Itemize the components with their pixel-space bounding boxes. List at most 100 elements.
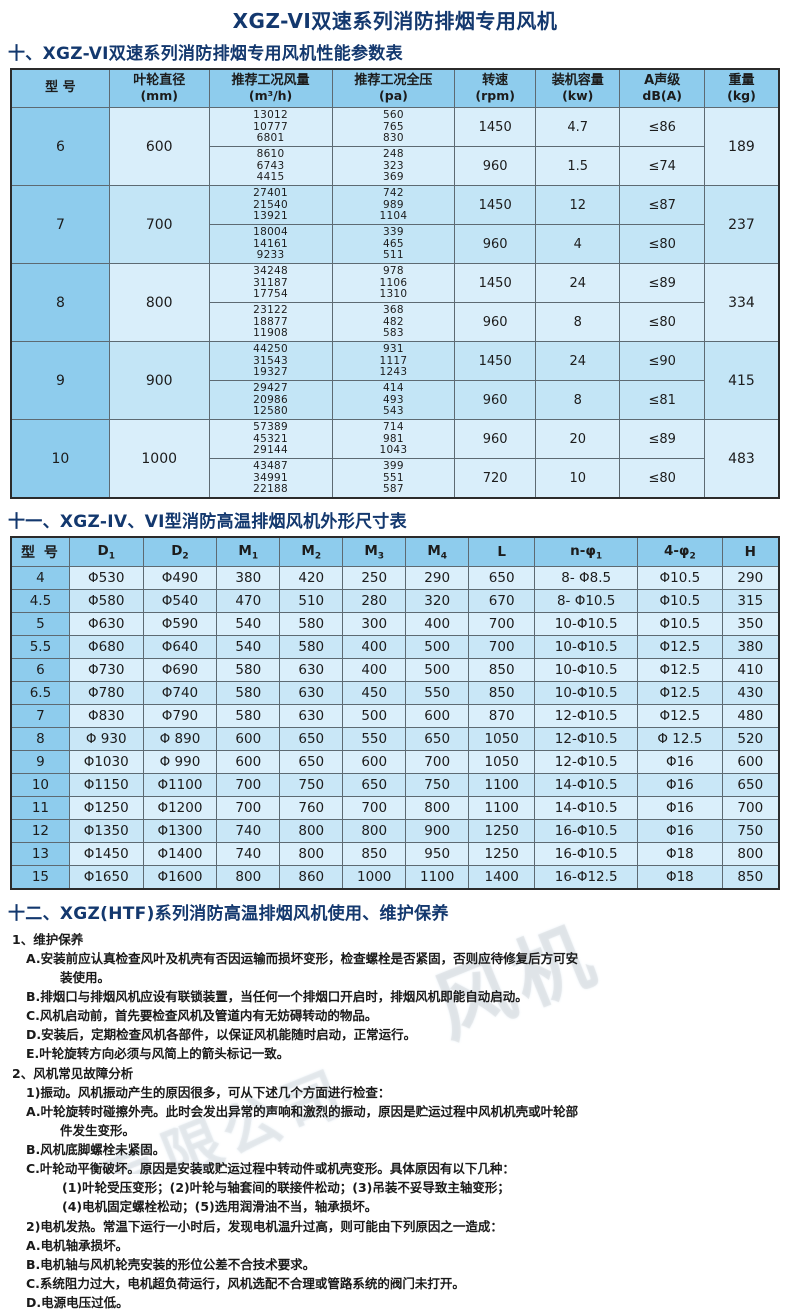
cell-4phi2: Φ18 xyxy=(637,842,723,867)
cell-m3: 1000 xyxy=(342,865,407,890)
table-row: 11 Φ1250 Φ1200 700 760 700 800 1100 14-Φ10.5 Φ16 7… xyxy=(10,796,780,821)
cell-m4: 500 xyxy=(405,635,470,660)
cell-d1: Φ630 xyxy=(68,612,144,637)
table-row: 13 Φ1450 Φ1400 740 800 850 950 1250 16-Φ10.5 Φ18 8… xyxy=(10,842,780,867)
col-header-weight: 重量 (kg) xyxy=(703,68,780,109)
table-row: 43487 34991 22188 399 551 587 720 10 ≤80 xyxy=(11,458,779,499)
document-title: XGZ-VI双速系列消防排烟专用风机 xyxy=(232,9,558,33)
col-header-d2: D2 xyxy=(142,536,218,568)
maintenance-line: A.电机轴承损坏。 xyxy=(26,1237,129,1253)
cell-noise: ≤89 xyxy=(619,263,705,304)
table-row: 10 Φ1150 Φ1100 700 750 650 750 1100 14-Φ10.5 Φ16 6… xyxy=(10,773,780,798)
col-header-m3: M3 xyxy=(342,536,407,568)
cell-m2: 580 xyxy=(279,612,344,637)
cell-nphi1: 14-Φ10.5 xyxy=(534,796,639,821)
cell-model: 8 xyxy=(10,727,70,752)
cell-m1: 580 xyxy=(216,704,281,729)
maintenance-line: C.风机启动前，首先要检查风机及管道内有无妨碍转动的物品。 xyxy=(26,1008,378,1024)
cell-pressure: 742 989 1104 xyxy=(331,185,456,226)
cell-d1: Φ680 xyxy=(68,635,144,660)
cell-power: 24 xyxy=(534,341,621,382)
cell-weight: 237 xyxy=(703,185,780,265)
cell-flow: 23122 18877 11908 xyxy=(208,302,333,343)
cell-l: 850 xyxy=(468,658,536,683)
cell-d1: Φ580 xyxy=(68,589,144,614)
table-header-row: 型 号 叶轮直径 (mm) 推荐工况风量 (m³/h) 推荐工况全压 (pa) … xyxy=(10,68,780,109)
cell-m4: 400 xyxy=(405,612,470,637)
cell-weight: 334 xyxy=(703,263,780,343)
cell-m1: 580 xyxy=(216,658,281,683)
cell-4phi2: Φ12.5 xyxy=(637,681,723,706)
cell-l: 650 xyxy=(468,566,536,591)
cell-d1: Φ1150 xyxy=(68,773,144,798)
cell-rpm: 1450 xyxy=(454,263,536,304)
table-row: 4 Φ530 Φ490 380 420 250 290 650 8- Φ8.5 Φ10.5 290 xyxy=(10,566,780,591)
cell-h: 350 xyxy=(721,612,780,637)
table-row: 5.5 Φ680 Φ640 540 580 400 500 700 10-Φ10.5 Φ12.5 3… xyxy=(10,635,780,660)
cell-4phi2: Φ10.5 xyxy=(637,566,723,591)
cell-diameter: 1000 xyxy=(108,419,210,499)
cell-model: 8 xyxy=(10,263,110,343)
cell-m4: 1100 xyxy=(405,865,470,890)
cell-d2: Φ590 xyxy=(142,612,218,637)
cell-4phi2: Φ16 xyxy=(637,750,723,775)
col-header-rpm: 转速 (rpm) xyxy=(454,68,536,109)
cell-nphi1: 10-Φ10.5 xyxy=(534,612,639,637)
cell-m3: 300 xyxy=(342,612,407,637)
cell-rpm: 960 xyxy=(454,419,536,460)
table-row: 4.5 Φ580 Φ540 470 510 280 320 670 8- Φ10.5 Φ10.5 3… xyxy=(10,589,780,614)
col-unit: (kg) xyxy=(727,87,756,103)
cell-h: 480 xyxy=(721,704,780,729)
cell-4phi2: Φ12.5 xyxy=(637,658,723,683)
table-row: 5 Φ630 Φ590 540 580 300 400 700 10-Φ10.5 Φ10.5 350 xyxy=(10,612,780,637)
col-label: A声级 xyxy=(644,73,681,88)
cell-m2: 580 xyxy=(279,635,344,660)
cell-d2: Φ540 xyxy=(142,589,218,614)
cell-m1: 700 xyxy=(216,773,281,798)
cell-m3: 800 xyxy=(342,819,407,844)
cell-flow: 27401 21540 13921 xyxy=(208,185,333,226)
cell-d2: Φ1600 xyxy=(142,865,218,890)
cell-noise: ≤80 xyxy=(619,458,705,499)
cell-m3: 550 xyxy=(342,727,407,752)
cell-pressure: 399 551 587 xyxy=(331,458,456,499)
cell-power: 1.5 xyxy=(534,146,621,187)
cell-l: 1250 xyxy=(468,819,536,844)
cell-m4: 600 xyxy=(405,704,470,729)
cell-m1: 700 xyxy=(216,796,281,821)
cell-m4: 950 xyxy=(405,842,470,867)
cell-m4: 700 xyxy=(405,750,470,775)
performance-table-body: 6 600 13012 10777 6801 560 765 830 1450 4.7 ≤86 189… xyxy=(10,107,780,499)
col-header-noise: A声级 dB(A) xyxy=(619,68,705,109)
cell-m2: 800 xyxy=(279,842,344,867)
cell-d2: Φ1200 xyxy=(142,796,218,821)
cell-flow: 57389 45321 29144 xyxy=(208,419,333,460)
cell-m2: 750 xyxy=(279,773,344,798)
cell-l: 1250 xyxy=(468,842,536,867)
cell-weight: 189 xyxy=(703,107,780,187)
cell-d1: Φ1350 xyxy=(68,819,144,844)
cell-nphi1: 10-Φ10.5 xyxy=(534,635,639,660)
col-label: 装机容量 xyxy=(551,73,604,88)
cell-h: 315 xyxy=(721,589,780,614)
cell-diameter: 600 xyxy=(108,107,210,187)
cell-l: 1100 xyxy=(468,773,536,798)
cell-l: 1050 xyxy=(468,750,536,775)
cell-4phi2: Φ12.5 xyxy=(637,635,723,660)
cell-4phi2: Φ12.5 xyxy=(637,704,723,729)
cell-noise: ≤80 xyxy=(619,224,705,265)
table-row: 8 800 34248 31187 17754 978 1106 1310 1450 24 ≤89 3… xyxy=(10,263,780,343)
cell-m3: 600 xyxy=(342,750,407,775)
cell-nphi1: 16-Φ10.5 xyxy=(534,819,639,844)
cell-h: 800 xyxy=(721,842,780,867)
cell-flow: 18004 14161 9233 xyxy=(208,224,333,265)
cell-model: 6 xyxy=(10,658,70,683)
cell-model: 7 xyxy=(10,704,70,729)
cell-m3: 500 xyxy=(342,704,407,729)
cell-m2: 860 xyxy=(279,865,344,890)
cell-diameter: 800 xyxy=(108,263,210,343)
cell-pressure: 931 1117 1243 xyxy=(331,341,456,382)
cell-model: 6.5 xyxy=(10,681,70,706)
cell-m3: 450 xyxy=(342,681,407,706)
